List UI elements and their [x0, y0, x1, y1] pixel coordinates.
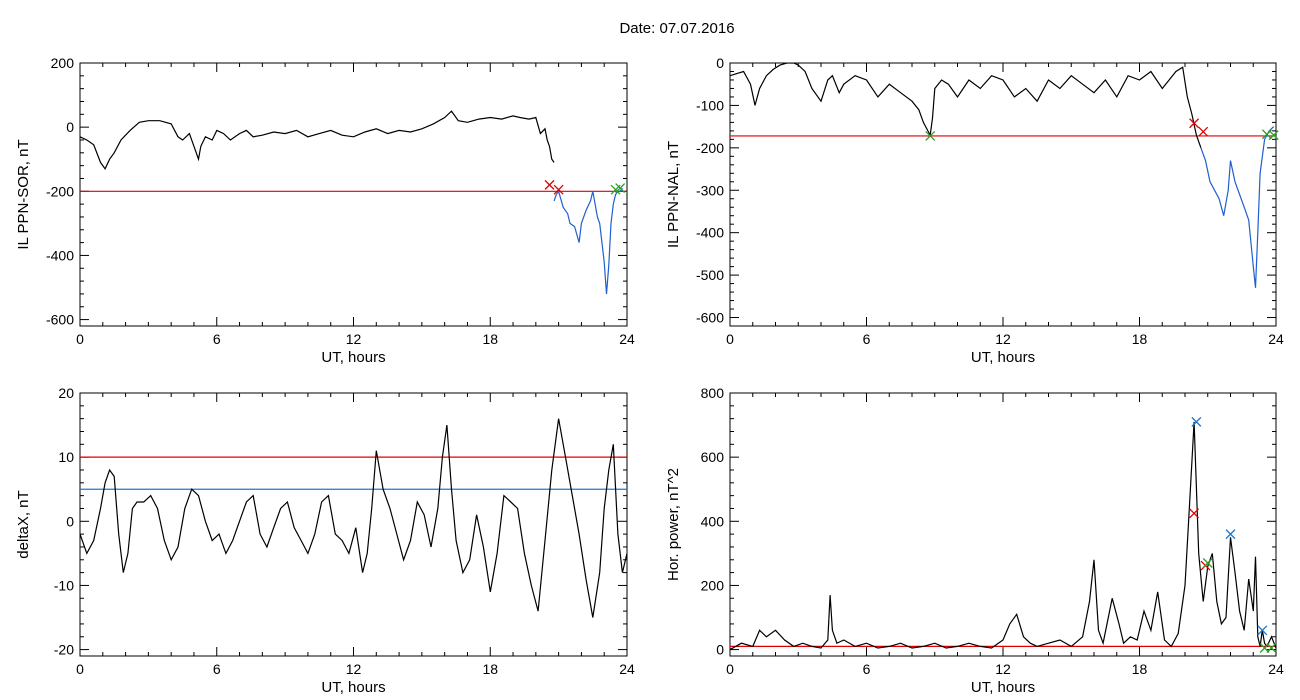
x-tick-label: 18 [482, 661, 498, 677]
chart-panel-deltax: 0 6 12 18 24 20 10 0 -10 -20 UT, hours deltaX, nT [15, 385, 635, 696]
x-tick-label: 18 [1132, 661, 1148, 677]
series-line-0 [730, 421, 1276, 651]
y-tick-label: 10 [58, 449, 74, 465]
y-axis-label: IL PPN-SOR, nT [15, 139, 32, 249]
event-marker-stroke [1257, 625, 1268, 636]
chart-panel-sor: 0 6 12 18 24 200 0 -200 -400 -600 UT, hours IL PPN-… [15, 55, 635, 366]
plot-frame [79, 392, 628, 657]
y-tick-label: 200 [51, 55, 75, 71]
y-axis-label: deltaX, nT [15, 490, 32, 558]
event-marker-stroke [1191, 416, 1202, 427]
event-marker [1257, 625, 1268, 636]
x-axis-label: UT, hours [971, 349, 1035, 366]
x-tick-label: 24 [1268, 661, 1284, 677]
x-tick-label: 24 [1268, 331, 1284, 347]
plot-frame [79, 62, 628, 327]
event-marker-stroke [1189, 118, 1200, 129]
x-tick-label: 12 [346, 331, 362, 347]
series-line-0 [730, 63, 1202, 149]
y-tick-label: -600 [46, 312, 74, 328]
event-marker [544, 179, 555, 190]
event-marker [1198, 126, 1209, 137]
event-marker-stroke [544, 179, 555, 190]
series-line-0 [80, 418, 627, 618]
event-marker [553, 184, 564, 195]
event-marker [925, 131, 936, 141]
y-tick-label: -500 [696, 267, 724, 283]
x-tick-label: 24 [619, 331, 635, 347]
y-axis-label: Hor. power, nT^2 [665, 468, 682, 581]
y-tick-label: 0 [716, 55, 724, 71]
chart-panel-nal: 0 6 12 18 24 0 -100 -200 -300 -400 -500 -600 UT, hou… [665, 55, 1284, 366]
y-tick-label: 0 [66, 119, 74, 135]
event-marker [1268, 130, 1279, 141]
x-tick-label: 12 [346, 661, 362, 677]
x-tick-label: 6 [213, 331, 221, 347]
y-tick-label: 400 [701, 513, 725, 529]
y-tick-label: -600 [696, 310, 724, 326]
x-tick-label: 6 [213, 661, 221, 677]
x-tick-label: 0 [76, 331, 84, 347]
x-axis-label: UT, hours [321, 349, 385, 366]
x-tick-label: 24 [619, 661, 635, 677]
x-axis-label: UT, hours [971, 679, 1035, 696]
series-line-1 [553, 187, 623, 294]
plot-frame [729, 62, 1277, 327]
y-tick-label: -20 [54, 642, 74, 658]
x-tick-label: 12 [995, 661, 1011, 677]
y-tick-label: -400 [46, 247, 74, 263]
event-marker [1189, 118, 1200, 129]
event-marker [615, 183, 626, 194]
y-tick-label: 200 [701, 577, 725, 593]
x-tick-label: 18 [482, 331, 498, 347]
event-marker-stroke [1189, 508, 1200, 519]
x-tick-label: 18 [1132, 331, 1148, 347]
y-tick-label: 800 [701, 385, 725, 401]
event-marker-stroke [615, 183, 626, 194]
event-marker [1191, 416, 1202, 427]
event-marker-stroke [1266, 643, 1277, 653]
y-tick-label: -10 [54, 577, 74, 593]
event-marker [1266, 643, 1277, 653]
x-tick-label: 12 [995, 331, 1011, 347]
event-marker-stroke [925, 131, 936, 141]
y-tick-label: -400 [696, 225, 724, 241]
x-tick-label: 0 [76, 661, 84, 677]
x-tick-label: 6 [863, 331, 871, 347]
event-marker [1189, 508, 1200, 519]
y-tick-label: -200 [46, 183, 74, 199]
x-tick-label: 0 [726, 661, 734, 677]
x-tick-label: 6 [863, 661, 871, 677]
event-marker-stroke [1268, 130, 1279, 141]
y-tick-label: -300 [696, 182, 724, 198]
event-marker-stroke [1198, 126, 1209, 137]
y-tick-label: 600 [701, 449, 725, 465]
event-marker-stroke [1225, 529, 1236, 540]
y-axis-label: IL PPN-NAL, nT [665, 141, 682, 248]
event-marker [1202, 558, 1213, 568]
x-tick-label: 0 [726, 331, 734, 347]
y-tick-label: -100 [696, 97, 724, 113]
event-marker [1225, 529, 1236, 540]
event-marker-stroke [553, 184, 564, 195]
series-line-1 [1200, 126, 1275, 288]
y-tick-label: 20 [58, 385, 74, 401]
x-axis-label: UT, hours [321, 679, 385, 696]
y-tick-label: -200 [696, 140, 724, 156]
y-tick-label: 0 [716, 642, 724, 658]
event-marker-stroke [1202, 558, 1213, 568]
series-line-0 [80, 110, 555, 170]
y-tick-label: 0 [66, 513, 74, 529]
figure-title: Date: 07.07.2016 [619, 20, 734, 37]
chart-panel-power: 0 6 12 18 24 800 600 400 200 0 UT, hours Hor. power… [665, 385, 1284, 696]
